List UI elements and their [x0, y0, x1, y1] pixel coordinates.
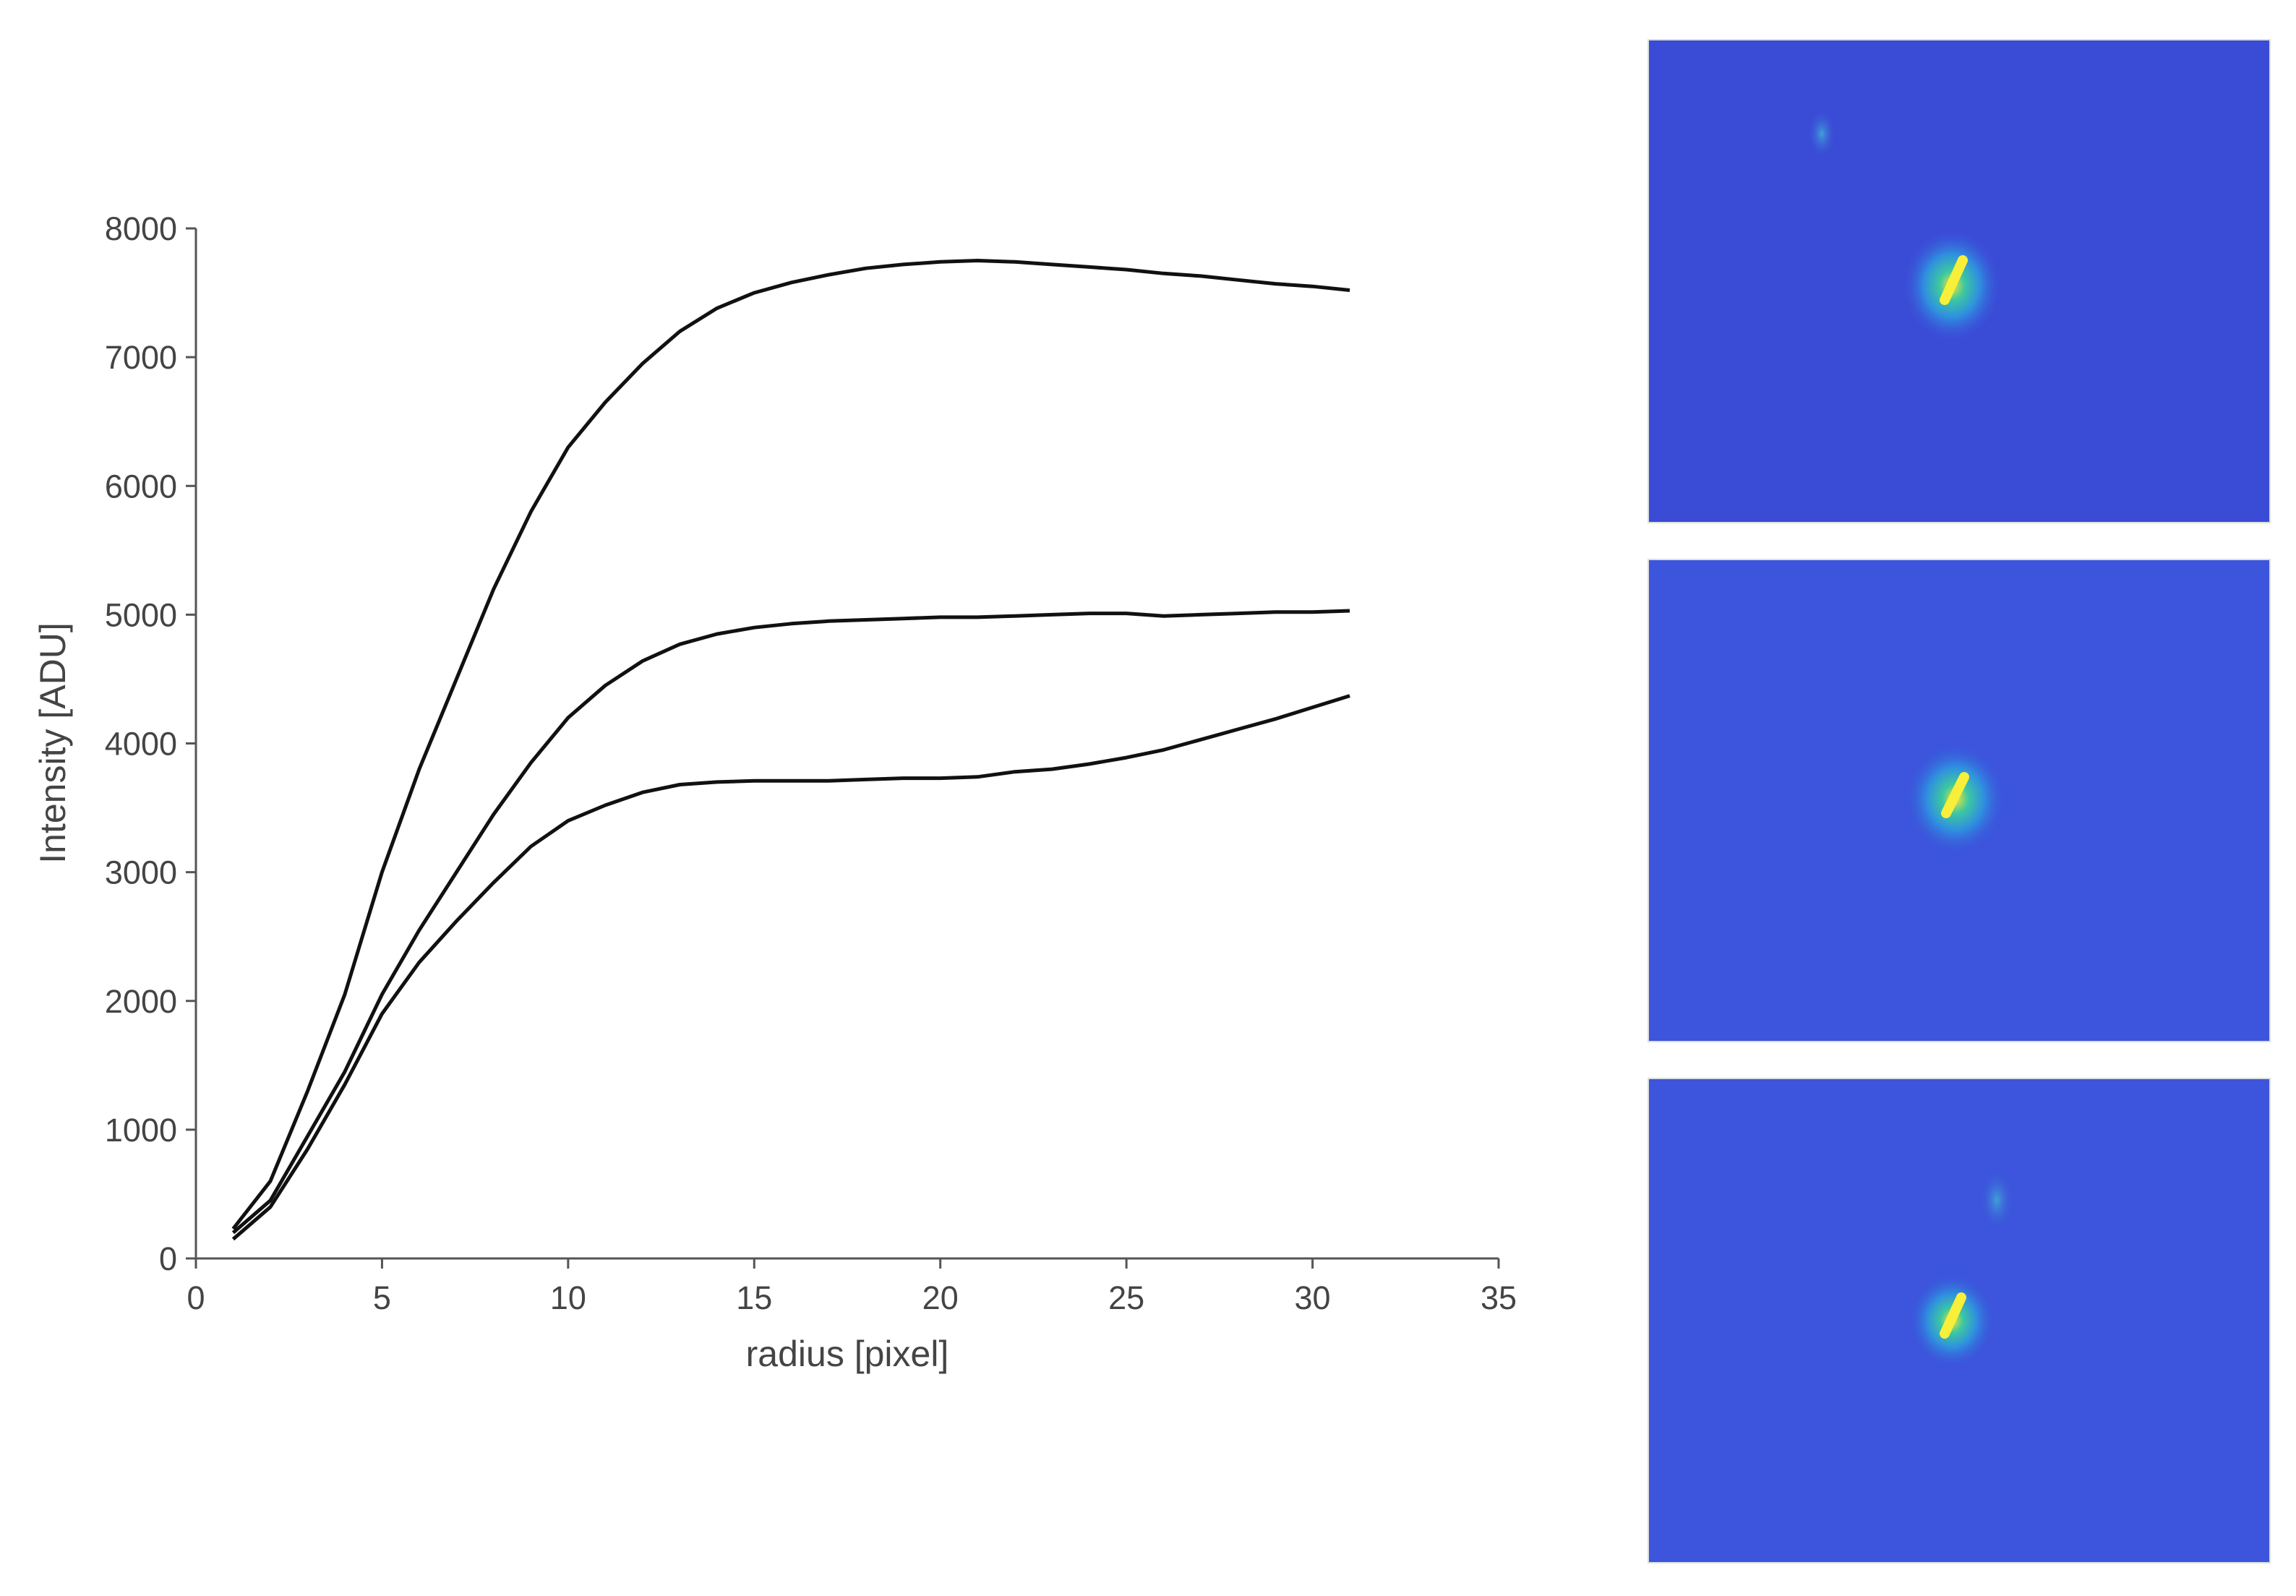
x-tick-label: 10 [550, 1279, 586, 1316]
image-panel [1648, 559, 2271, 1042]
y-tick-label: 0 [159, 1240, 177, 1277]
y-tick-label: 4000 [105, 726, 177, 763]
y-tick-label: 6000 [105, 468, 177, 505]
x-tick-label: 25 [1108, 1279, 1144, 1316]
data-line [231, 609, 1350, 1235]
y-tick-label: 7000 [105, 339, 177, 376]
y-axis-label: Intensity [ADU] [33, 622, 73, 863]
y-tick-label: 8000 [105, 210, 177, 247]
image-panel [1648, 39, 2271, 523]
y-tick-label: 3000 [105, 854, 177, 891]
x-tick-label: 5 [373, 1279, 391, 1316]
data-line [231, 259, 1350, 1230]
data-line [231, 694, 1350, 1241]
y-tick-label: 5000 [105, 596, 177, 633]
image-panel [1648, 1078, 2271, 1563]
x-tick-label: 15 [736, 1279, 772, 1316]
x-axis-label: radius [pixel] [746, 1334, 949, 1374]
y-tick-label: 1000 [105, 1112, 177, 1149]
x-tick-label: 30 [1295, 1279, 1331, 1316]
x-tick-label: 20 [922, 1279, 959, 1316]
y-tick-label: 2000 [105, 983, 177, 1020]
x-tick-label: 35 [1481, 1279, 1517, 1316]
x-tick-label: 0 [187, 1279, 205, 1316]
